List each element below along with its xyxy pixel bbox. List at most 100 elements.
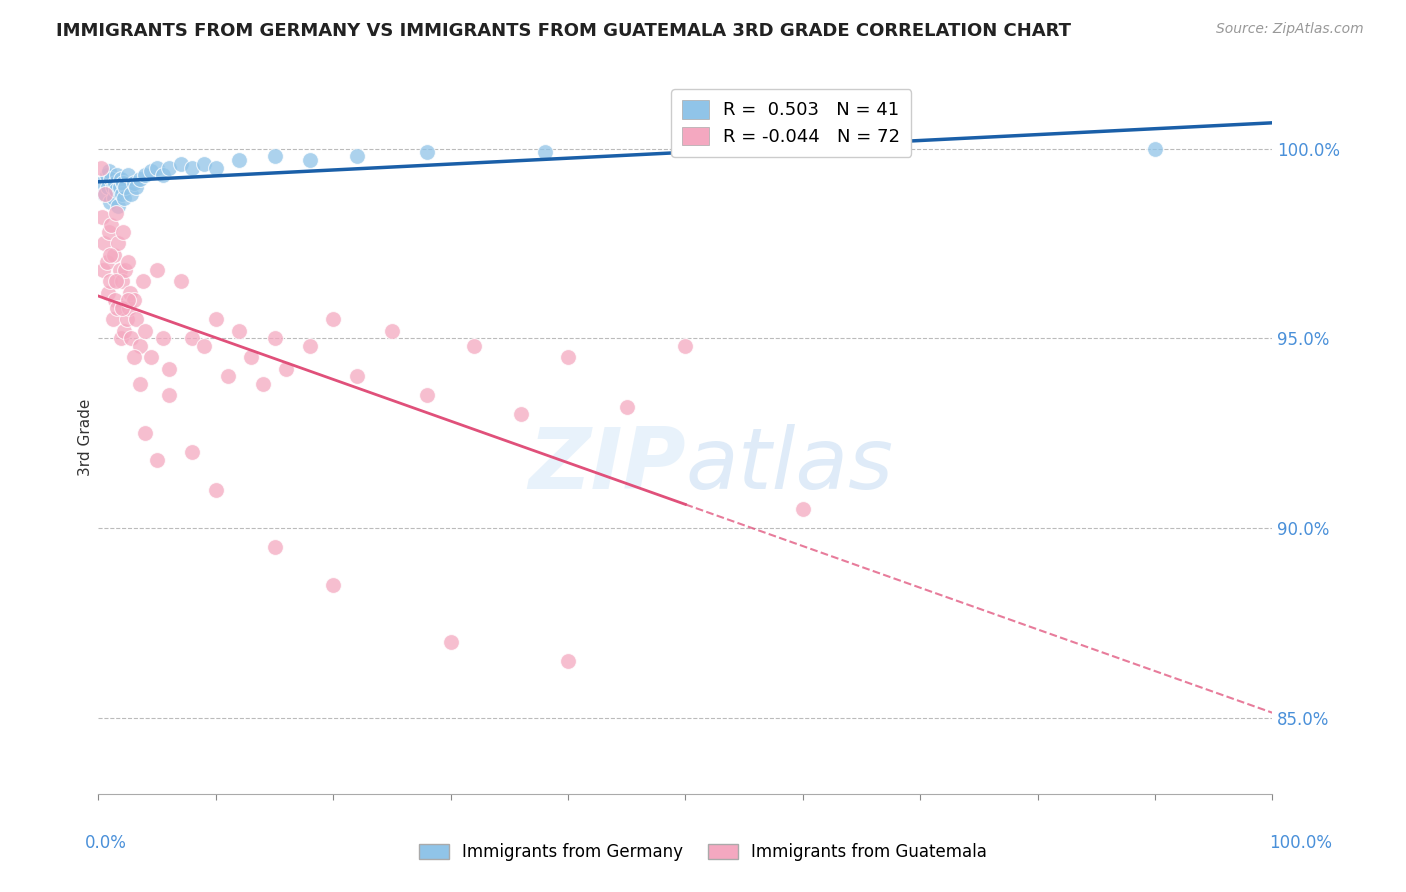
Point xyxy=(322,312,344,326)
Point xyxy=(97,285,120,300)
Point xyxy=(134,168,156,182)
Point xyxy=(1144,142,1167,156)
Point xyxy=(169,157,191,171)
Point xyxy=(107,198,129,212)
Point xyxy=(193,157,215,171)
Point xyxy=(616,400,638,414)
Point xyxy=(108,263,131,277)
Text: 0.0%: 0.0% xyxy=(84,834,127,852)
Point xyxy=(217,369,239,384)
Point xyxy=(346,369,368,384)
Point xyxy=(157,388,180,402)
Point xyxy=(118,301,141,315)
Point xyxy=(114,263,136,277)
Point xyxy=(322,578,344,592)
Point xyxy=(128,172,150,186)
Point xyxy=(112,225,135,239)
Point xyxy=(122,293,145,308)
Point xyxy=(101,312,124,326)
Point xyxy=(134,324,156,338)
Y-axis label: 3rd Grade: 3rd Grade xyxy=(77,399,93,475)
Point xyxy=(94,187,117,202)
Point xyxy=(298,153,321,167)
Point xyxy=(100,172,122,186)
Point xyxy=(117,168,139,182)
Point xyxy=(146,161,169,175)
Point xyxy=(205,161,228,175)
Point xyxy=(98,225,121,239)
Point xyxy=(240,351,263,365)
Text: atlas: atlas xyxy=(686,424,893,508)
Point xyxy=(152,168,174,182)
Point xyxy=(105,275,128,289)
Point xyxy=(263,331,285,345)
Point xyxy=(103,248,125,262)
Text: Source: ZipAtlas.com: Source: ZipAtlas.com xyxy=(1216,22,1364,37)
Point xyxy=(105,301,128,315)
Point xyxy=(228,324,250,338)
Point xyxy=(110,172,132,186)
Point xyxy=(104,293,127,308)
Point xyxy=(205,312,228,326)
Point xyxy=(439,635,461,649)
Point xyxy=(96,255,118,269)
Point xyxy=(98,275,121,289)
Point xyxy=(157,161,180,175)
Point xyxy=(152,331,174,345)
Point xyxy=(100,218,122,232)
Point xyxy=(557,351,579,365)
Point xyxy=(112,324,135,338)
Point xyxy=(90,161,112,175)
Point xyxy=(128,339,150,353)
Point xyxy=(675,339,697,353)
Point xyxy=(104,176,127,190)
Point xyxy=(111,275,134,289)
Point xyxy=(141,164,163,178)
Legend: Immigrants from Germany, Immigrants from Guatemala: Immigrants from Germany, Immigrants from… xyxy=(412,837,994,868)
Text: ZIP: ZIP xyxy=(527,424,686,508)
Point xyxy=(112,191,135,205)
Point xyxy=(112,176,135,190)
Point xyxy=(252,376,274,391)
Point xyxy=(120,331,142,345)
Point xyxy=(416,388,439,402)
Point xyxy=(169,275,191,289)
Point xyxy=(792,502,814,516)
Point xyxy=(98,164,121,178)
Point xyxy=(117,255,139,269)
Point xyxy=(120,187,142,202)
Point xyxy=(103,191,125,205)
Point xyxy=(193,339,215,353)
Point xyxy=(101,179,124,194)
Text: 100.0%: 100.0% xyxy=(1270,834,1331,852)
Point xyxy=(122,351,145,365)
Point xyxy=(134,426,156,441)
Point xyxy=(228,153,250,167)
Point xyxy=(263,149,285,163)
Point xyxy=(125,312,148,326)
Point xyxy=(111,187,134,202)
Point xyxy=(146,263,169,277)
Point xyxy=(510,407,533,421)
Legend: R =  0.503   N = 41, R = -0.044   N = 72: R = 0.503 N = 41, R = -0.044 N = 72 xyxy=(671,89,911,157)
Point xyxy=(105,206,128,220)
Point xyxy=(263,540,285,554)
Point xyxy=(91,176,114,190)
Point xyxy=(105,183,128,197)
Point xyxy=(110,331,132,345)
Point xyxy=(96,168,118,182)
Point xyxy=(115,312,138,326)
Point xyxy=(557,654,579,668)
Point xyxy=(346,149,368,163)
Point xyxy=(98,248,121,262)
Point xyxy=(98,194,121,209)
Point xyxy=(128,376,150,391)
Point xyxy=(205,483,228,498)
Point xyxy=(181,161,204,175)
Point xyxy=(298,339,321,353)
Point xyxy=(463,339,485,353)
Point xyxy=(132,275,155,289)
Point xyxy=(181,445,204,459)
Point xyxy=(91,210,114,224)
Point xyxy=(381,324,404,338)
